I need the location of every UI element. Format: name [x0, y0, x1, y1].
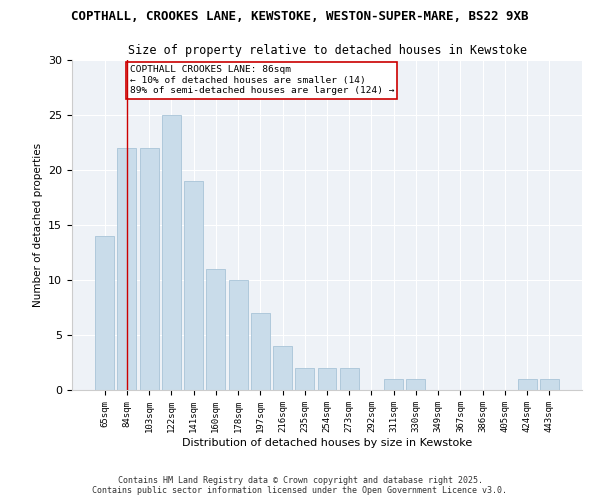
- Bar: [540, 379, 559, 390]
- Text: COPTHALL CROOKES LANE: 86sqm
← 10% of detached houses are smaller (14)
89% of se: COPTHALL CROOKES LANE: 86sqm ← 10% of de…: [130, 66, 394, 96]
- Text: Contains HM Land Registry data © Crown copyright and database right 2025.
Contai: Contains HM Land Registry data © Crown c…: [92, 476, 508, 495]
- Bar: [95, 236, 114, 390]
- Bar: [295, 368, 314, 390]
- Bar: [317, 368, 337, 390]
- Bar: [184, 181, 203, 390]
- Text: COPTHALL, CROOKES LANE, KEWSTOKE, WESTON-SUPER-MARE, BS22 9XB: COPTHALL, CROOKES LANE, KEWSTOKE, WESTON…: [71, 10, 529, 23]
- Bar: [229, 280, 248, 390]
- Bar: [384, 379, 403, 390]
- Bar: [251, 313, 270, 390]
- Bar: [140, 148, 158, 390]
- X-axis label: Distribution of detached houses by size in Kewstoke: Distribution of detached houses by size …: [182, 438, 472, 448]
- Bar: [273, 346, 292, 390]
- Bar: [162, 115, 181, 390]
- Bar: [406, 379, 425, 390]
- Bar: [118, 148, 136, 390]
- Bar: [206, 269, 225, 390]
- Y-axis label: Number of detached properties: Number of detached properties: [32, 143, 43, 307]
- Bar: [340, 368, 359, 390]
- Bar: [518, 379, 536, 390]
- Title: Size of property relative to detached houses in Kewstoke: Size of property relative to detached ho…: [128, 44, 527, 58]
